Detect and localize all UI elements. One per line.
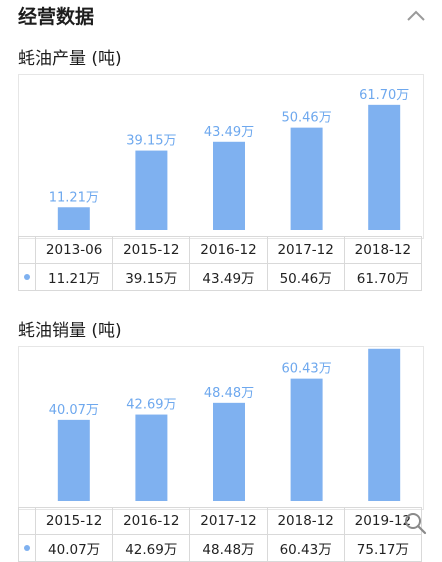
bar-value-label: 43.49万 bbox=[204, 125, 254, 140]
data-table-production: 2013-06 2015-12 2016-12 2017-12 2018-12 … bbox=[18, 236, 423, 291]
bar bbox=[290, 378, 323, 501]
bar-value-label: 11.21万 bbox=[49, 190, 99, 205]
bar bbox=[368, 104, 401, 230]
table-header-cell: 2017-12 bbox=[266, 236, 345, 264]
bar-value-label: 42.69万 bbox=[126, 398, 176, 413]
chevron-up-icon[interactable] bbox=[404, 6, 428, 26]
table-value-cell: 60.43万 bbox=[266, 534, 345, 562]
table-value-cell: 39.15万 bbox=[112, 263, 191, 291]
bar-value-label: 50.46万 bbox=[281, 111, 331, 126]
bar bbox=[290, 127, 323, 230]
series-marker-dot bbox=[24, 274, 30, 280]
data-table-sales: 2015-12 2016-12 2017-12 2018-12 2019-12 … bbox=[18, 507, 423, 562]
table-header-row: 2015-12 2016-12 2017-12 2018-12 2019-12 bbox=[18, 507, 423, 535]
table-header-cell: 2019-12 bbox=[343, 507, 423, 535]
section-title: 经营数据 bbox=[18, 6, 95, 28]
bar bbox=[213, 141, 245, 230]
table-value-cell: 48.48万 bbox=[189, 534, 268, 562]
series-dot-cell bbox=[18, 534, 36, 562]
table-header-cell: 2016-12 bbox=[112, 507, 191, 535]
bar-value-label: 39.15万 bbox=[126, 134, 176, 149]
chart-title-production: 蚝油产量 (吨) bbox=[18, 49, 122, 69]
bar-value-label: 48.48万 bbox=[204, 386, 254, 401]
table-corner-cell bbox=[18, 236, 36, 264]
bar bbox=[135, 150, 168, 230]
section-header: 经营数据 bbox=[0, 0, 442, 34]
table-value-cell: 11.21万 bbox=[34, 263, 114, 291]
bar-chart-production: 11.21万 39.15万 43.49万 50.46万 61.70万 bbox=[49, 88, 409, 230]
chart-production: 11.21万 39.15万 43.49万 50.46万 61.70万 bbox=[18, 74, 424, 239]
chart-title-sales: 蚝油销量 (吨) bbox=[18, 321, 122, 341]
table-value-cell: 75.17万 bbox=[343, 534, 423, 562]
bar-value-label: 61.70万 bbox=[359, 88, 409, 103]
bar bbox=[57, 419, 90, 501]
bar bbox=[57, 207, 90, 230]
series-dot-cell bbox=[18, 263, 36, 291]
bar bbox=[368, 348, 401, 501]
table-row: 40.07万 42.69万 48.48万 60.43万 75.17万 bbox=[18, 534, 423, 562]
magnifier-icon[interactable] bbox=[402, 510, 428, 536]
table-corner-cell bbox=[18, 507, 36, 535]
bar bbox=[213, 402, 245, 501]
bar-value-label: 60.43万 bbox=[281, 362, 331, 377]
table-header-cell: 2018-12 bbox=[266, 507, 345, 535]
table-header-cell: 2017-12 bbox=[189, 507, 268, 535]
table-header-row: 2013-06 2015-12 2016-12 2017-12 2018-12 bbox=[18, 236, 423, 264]
table-value-cell: 50.46万 bbox=[266, 263, 345, 291]
table-row: 11.21万 39.15万 43.49万 50.46万 61.70万 bbox=[18, 263, 423, 291]
table-header-cell: 2018-12 bbox=[343, 236, 423, 264]
bar-value-label: 40.07万 bbox=[49, 403, 99, 418]
table-value-cell: 43.49万 bbox=[189, 263, 268, 291]
table-header-cell: 2015-12 bbox=[112, 236, 191, 264]
table-value-cell: 42.69万 bbox=[112, 534, 191, 562]
series-marker-dot bbox=[24, 545, 30, 551]
table-header-cell: 2013-06 bbox=[34, 236, 114, 264]
bar bbox=[135, 414, 168, 501]
table-header-cell: 2016-12 bbox=[189, 236, 268, 264]
table-value-cell: 61.70万 bbox=[343, 263, 423, 291]
table-header-cell: 2015-12 bbox=[34, 507, 114, 535]
table-value-cell: 40.07万 bbox=[34, 534, 114, 562]
